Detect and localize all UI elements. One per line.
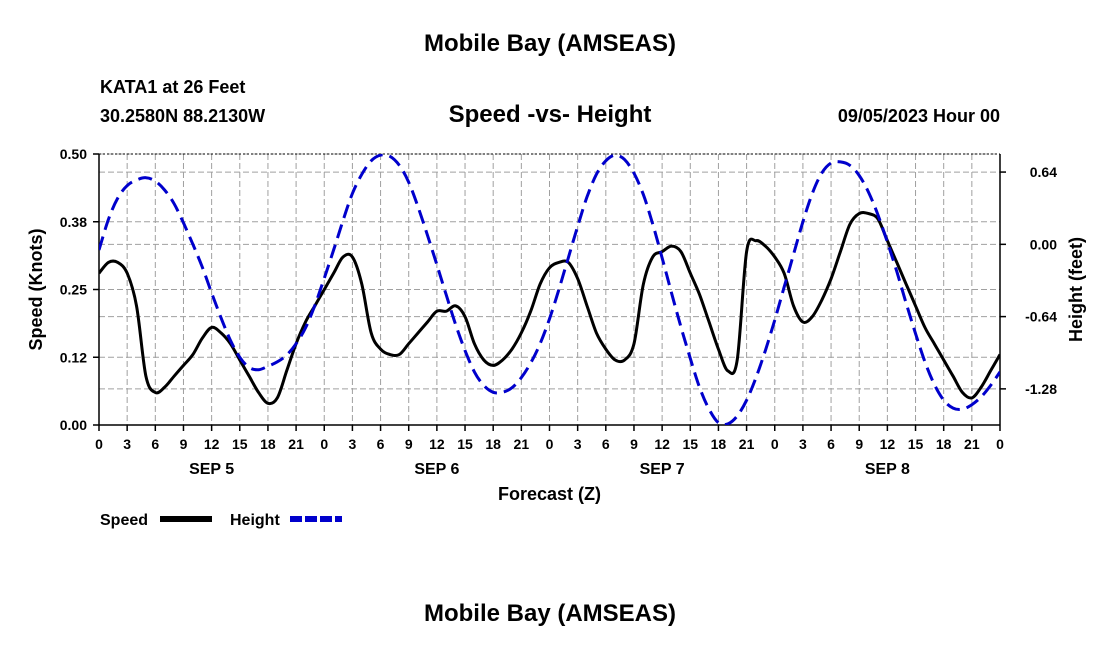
x-tick-label: 18 bbox=[260, 436, 276, 452]
left-y-tick-label: 0.25 bbox=[60, 282, 87, 298]
x-tick-label: 21 bbox=[288, 436, 304, 452]
right-y-tick-label: -1.28 bbox=[1025, 381, 1057, 397]
height-series-line bbox=[99, 154, 1000, 425]
right-y-axis-title: Height (feet) bbox=[1066, 237, 1086, 342]
forecast-timestamp: 09/05/2023 Hour 00 bbox=[837, 106, 1000, 126]
left-y-axis-title: Speed (Knots) bbox=[26, 228, 46, 350]
x-tick-label: 9 bbox=[405, 436, 413, 452]
left-y-tick-label: 0.38 bbox=[60, 214, 87, 230]
legend-label-speed: Speed bbox=[100, 512, 148, 529]
x-tick-label: 15 bbox=[232, 436, 248, 452]
x-tick-label: 0 bbox=[320, 436, 328, 452]
x-tick-label: 18 bbox=[711, 436, 727, 452]
left-y-tick-label: 0.12 bbox=[60, 349, 87, 365]
footer-title: Mobile Bay (AMSEAS) bbox=[423, 600, 677, 627]
x-tick-label: 12 bbox=[204, 436, 220, 452]
x-tick-label: 0 bbox=[771, 436, 779, 452]
x-tick-label: 3 bbox=[574, 436, 582, 452]
x-tick-label: 9 bbox=[855, 436, 863, 452]
speed-series-line bbox=[99, 211, 1000, 406]
x-tick-label: 6 bbox=[827, 436, 835, 452]
station-label: KATA1 at 26 Feet bbox=[100, 77, 246, 97]
x-tick-label: 9 bbox=[180, 436, 188, 452]
chart-subtitle: Speed -vs- Height bbox=[448, 101, 652, 128]
x-tick-label: 12 bbox=[429, 436, 445, 452]
day-label: SEP 7 bbox=[640, 461, 685, 478]
day-label: SEP 6 bbox=[414, 461, 459, 478]
right-y-tick-label: 0.00 bbox=[1030, 236, 1057, 252]
x-tick-label: 15 bbox=[908, 436, 924, 452]
x-tick-label: 3 bbox=[123, 436, 131, 452]
page-title: Mobile Bay (AMSEAS) bbox=[423, 30, 677, 57]
legend-label-height: Height bbox=[230, 512, 280, 529]
x-tick-label: 18 bbox=[485, 436, 501, 452]
left-y-tick-label: 0.50 bbox=[60, 146, 87, 162]
x-tick-label: 9 bbox=[630, 436, 638, 452]
x-tick-label: 0 bbox=[996, 436, 1004, 452]
x-tick-label: 21 bbox=[514, 436, 530, 452]
x-tick-label: 12 bbox=[654, 436, 670, 452]
x-tick-label: 15 bbox=[682, 436, 698, 452]
x-tick-label: 0 bbox=[95, 436, 103, 452]
right-y-tick-label: -0.64 bbox=[1025, 309, 1057, 325]
x-tick-label: 15 bbox=[457, 436, 473, 452]
x-tick-label: 3 bbox=[349, 436, 357, 452]
x-tick-label: 3 bbox=[799, 436, 807, 452]
x-tick-label: 0 bbox=[546, 436, 554, 452]
x-tick-label: 6 bbox=[602, 436, 610, 452]
left-y-tick-label: 0.00 bbox=[60, 417, 87, 433]
x-tick-label: 21 bbox=[739, 436, 755, 452]
x-tick-label: 6 bbox=[377, 436, 385, 452]
right-y-tick-label: 0.64 bbox=[1030, 164, 1057, 180]
day-label: SEP 8 bbox=[865, 461, 910, 478]
station-coordinates: 30.2580N 88.2130W bbox=[100, 106, 266, 126]
day-label: SEP 5 bbox=[189, 461, 234, 478]
x-tick-label: 6 bbox=[151, 436, 159, 452]
x-tick-label: 21 bbox=[964, 436, 980, 452]
x-tick-label: 12 bbox=[880, 436, 896, 452]
x-axis-title: Forecast (Z) bbox=[498, 484, 601, 504]
x-tick-label: 18 bbox=[936, 436, 952, 452]
